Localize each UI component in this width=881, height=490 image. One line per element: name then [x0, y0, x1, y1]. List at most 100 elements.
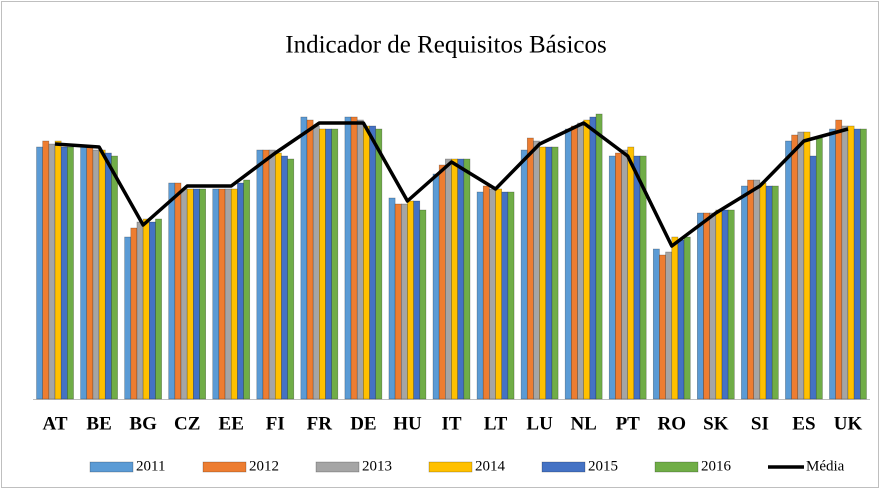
- bar: [753, 179, 761, 400]
- bar: [671, 236, 679, 400]
- bar: [230, 188, 238, 400]
- bar: [224, 188, 232, 400]
- bar: [741, 185, 748, 400]
- bar: [400, 203, 408, 400]
- bar: [413, 200, 421, 400]
- bar: [168, 182, 176, 400]
- bar: [771, 185, 779, 400]
- bar: [677, 239, 685, 400]
- bar: [438, 164, 446, 400]
- bar: [615, 152, 622, 400]
- x-tick-label: PT: [616, 413, 641, 434]
- bar: [111, 155, 118, 400]
- bar: [98, 149, 106, 400]
- legend-swatch: [315, 461, 360, 473]
- bar: [533, 140, 540, 400]
- bar: [803, 131, 811, 400]
- bar: [256, 149, 264, 400]
- x-tick-label: CZ: [174, 413, 200, 434]
- bar: [703, 212, 710, 400]
- x-tick-label: DE: [350, 413, 376, 434]
- bar: [104, 152, 112, 400]
- bar: [551, 146, 559, 400]
- bar: [60, 146, 68, 400]
- bar: [853, 128, 861, 400]
- bar: [495, 188, 503, 400]
- bar: [325, 128, 332, 400]
- bar: [388, 197, 396, 400]
- bar: [564, 128, 572, 400]
- bar: [860, 128, 867, 400]
- bar: [526, 137, 534, 400]
- bar: [218, 188, 226, 400]
- bar: [186, 188, 194, 400]
- bar: [300, 116, 308, 400]
- bar: [451, 158, 458, 400]
- bar: [350, 116, 358, 400]
- x-tick-label: LT: [484, 413, 508, 434]
- bar: [608, 155, 616, 400]
- bar: [482, 185, 490, 400]
- bar: [545, 146, 553, 400]
- legend-label: 2015: [588, 458, 618, 474]
- bar: [683, 236, 691, 400]
- bar: [457, 158, 465, 400]
- bar: [571, 125, 578, 400]
- bar: [765, 185, 773, 400]
- bar: [54, 140, 62, 400]
- bar: [659, 254, 666, 400]
- bar: [697, 212, 704, 400]
- bar: [633, 155, 641, 400]
- bar: [639, 155, 647, 400]
- bar: [797, 131, 805, 400]
- x-tick-label: LU: [526, 413, 553, 434]
- legend-label: Média: [806, 458, 845, 474]
- bar: [476, 191, 484, 400]
- bar: [243, 179, 251, 400]
- x-tick-label: UK: [834, 413, 863, 434]
- legend-label: 2016: [701, 458, 732, 474]
- bar: [369, 125, 377, 400]
- bar: [80, 146, 88, 400]
- bar: [715, 209, 723, 400]
- bar: [747, 179, 755, 400]
- bar: [507, 191, 515, 400]
- x-tick-label: EE: [219, 413, 244, 434]
- bar: [727, 209, 735, 400]
- x-tick-label: NL: [570, 413, 596, 434]
- bar: [709, 212, 717, 400]
- x-tick-label: HU: [393, 413, 422, 434]
- legend-label: 2011: [136, 458, 165, 474]
- x-tick-label: SI: [751, 413, 769, 434]
- x-tick-label: SK: [703, 413, 729, 434]
- bar: [344, 116, 352, 400]
- bar: [375, 128, 383, 400]
- x-tick-label: FR: [307, 413, 333, 434]
- bar: [520, 149, 528, 400]
- bar: [237, 182, 244, 400]
- bar: [42, 140, 50, 400]
- legend-swatch: [202, 461, 247, 473]
- bar: [36, 146, 43, 400]
- bar: [306, 119, 314, 400]
- bar: [809, 155, 817, 400]
- line: [54, 121, 849, 248]
- bar: [489, 188, 496, 400]
- bar: [174, 182, 182, 400]
- bar: [136, 221, 144, 400]
- x-tick-label: RO: [658, 413, 687, 434]
- legend-swatch: [654, 461, 699, 473]
- bar: [627, 146, 635, 400]
- x-tick-label: BG: [129, 413, 157, 434]
- bar: [124, 236, 132, 400]
- bar: [363, 125, 370, 400]
- bar: [407, 200, 414, 400]
- bar: [445, 158, 452, 400]
- bar: [394, 203, 402, 400]
- bar: [142, 218, 150, 400]
- bar: [92, 149, 100, 400]
- bar: [665, 251, 673, 400]
- bar: [589, 116, 597, 400]
- bar: [86, 146, 94, 400]
- bar: [785, 140, 792, 400]
